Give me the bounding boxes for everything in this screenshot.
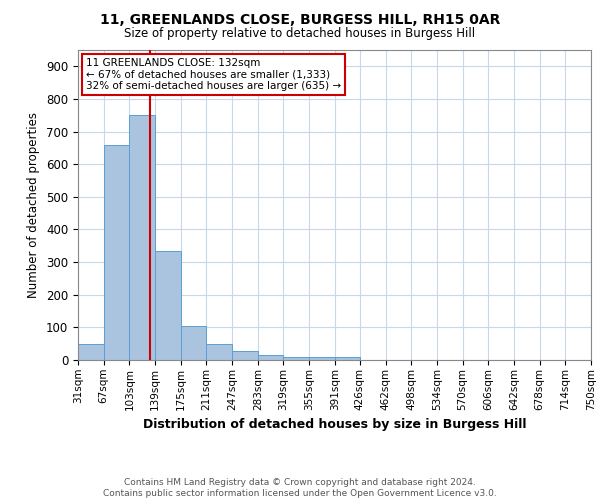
Bar: [104, 144, 130, 360]
Bar: [206, 344, 232, 360]
Bar: [155, 250, 181, 360]
Text: 11 GREENLANDS CLOSE: 132sqm
← 67% of detached houses are smaller (1,333)
32% of : 11 GREENLANDS CLOSE: 132sqm ← 67% of det…: [86, 58, 341, 91]
Bar: [181, 326, 206, 360]
Text: Size of property relative to detached houses in Burgess Hill: Size of property relative to detached ho…: [124, 28, 476, 40]
Bar: [232, 351, 258, 360]
Text: 11, GREENLANDS CLOSE, BURGESS HILL, RH15 0AR: 11, GREENLANDS CLOSE, BURGESS HILL, RH15…: [100, 12, 500, 26]
Bar: [78, 344, 104, 360]
Text: Contains HM Land Registry data © Crown copyright and database right 2024.
Contai: Contains HM Land Registry data © Crown c…: [103, 478, 497, 498]
Bar: [130, 116, 155, 360]
Bar: [309, 358, 335, 360]
Y-axis label: Number of detached properties: Number of detached properties: [28, 112, 40, 298]
Bar: [335, 358, 360, 360]
Bar: [283, 356, 309, 360]
Bar: [258, 355, 283, 360]
X-axis label: Distribution of detached houses by size in Burgess Hill: Distribution of detached houses by size …: [143, 418, 526, 431]
